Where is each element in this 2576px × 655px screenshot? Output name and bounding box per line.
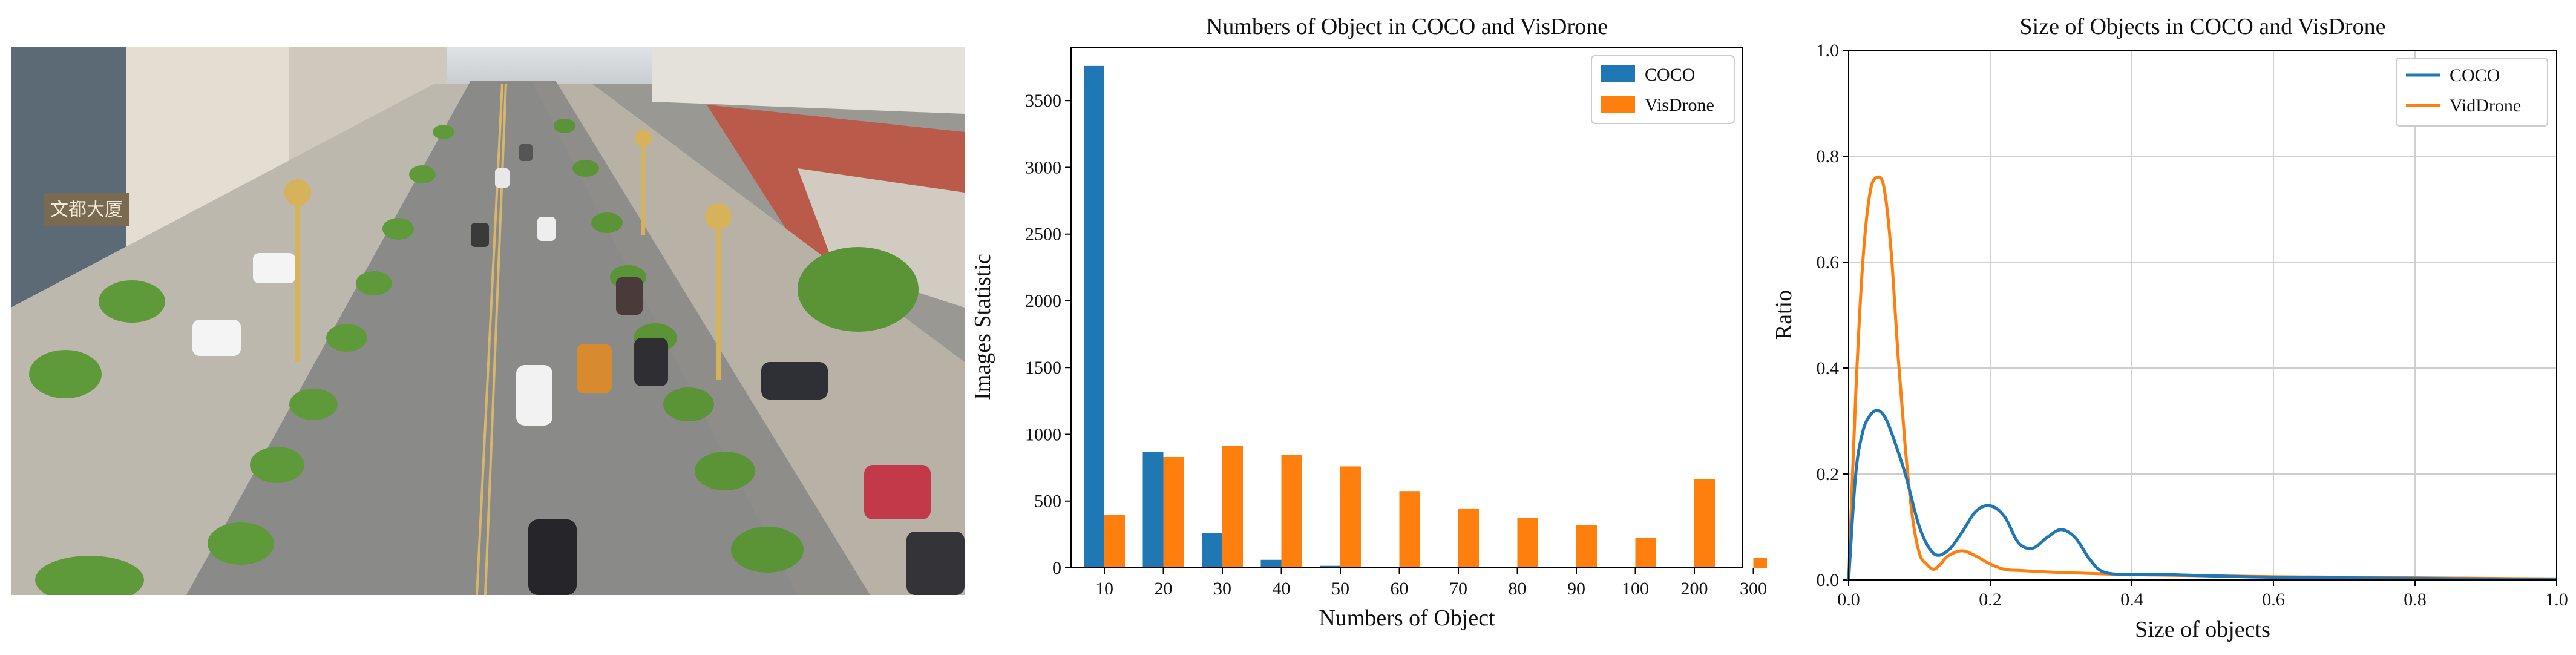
bar-chart-xlabel: Numbers of Object [1319, 605, 1495, 631]
line-chart-xlabel: Size of objects [2135, 617, 2270, 642]
bar-xtick-label: 10 [1095, 579, 1113, 599]
bar-xtick-label: 60 [1391, 579, 1409, 599]
bar-legend-swatch-visdrone [1601, 96, 1635, 113]
cars [192, 144, 965, 595]
bar-coco [1202, 533, 1222, 568]
line-legend-label-viddrone: VidDrone [2450, 96, 2521, 116]
line-ytick-label: 1.0 [1817, 41, 1840, 61]
shop-sign [44, 193, 129, 226]
bar-ytick-label: 500 [1034, 492, 1061, 512]
bar-legend-label-visdrone: VisDrone [1645, 95, 1714, 115]
bar-xtick-label: 50 [1331, 579, 1349, 599]
bar-visdrone [1576, 525, 1597, 568]
bar-coco [1084, 65, 1104, 568]
right-building-grey [798, 168, 965, 308]
bar-visdrone [1399, 491, 1420, 568]
bar-chart-ylabel: Images Statistic [970, 254, 995, 400]
bar-legend-label-coco: COCO [1645, 65, 1695, 85]
bar-visdrone [1694, 479, 1715, 568]
line-ytick-label: 0.6 [1817, 252, 1840, 272]
bar-ytick-label: 2500 [1025, 225, 1061, 245]
line-series-coco [1847, 409, 2557, 581]
bar-visdrone [1281, 455, 1302, 568]
bar-xtick-label: 40 [1273, 579, 1291, 599]
bar-xtick-label: 300 [1740, 579, 1767, 599]
bar-visdrone [1635, 538, 1656, 568]
bar-xtick-label: 20 [1155, 579, 1173, 599]
shop-sign-text: 文都大厦 [50, 200, 123, 220]
line-xtick-label: 0.6 [2262, 590, 2285, 610]
bar-legend: COCO VisDrone [1591, 55, 1735, 124]
line-xtick-label: 0.2 [1979, 590, 2002, 610]
right-tree-row [554, 119, 919, 573]
line-ytick-label: 0.2 [1817, 464, 1840, 484]
left-sidewalk [11, 84, 483, 595]
bar-ytick-label: 3000 [1025, 157, 1061, 177]
left-building-far [289, 47, 447, 162]
bar-ytick-label: 1000 [1025, 424, 1061, 444]
line-ytick-label: 0.8 [1817, 146, 1840, 166]
street-lamps [284, 130, 732, 380]
bar-xtick-label: 70 [1449, 579, 1467, 599]
bar-xtick-label: 80 [1509, 579, 1527, 599]
line-chart-ylabel: Ratio [1771, 290, 1797, 340]
bar-visdrone [1222, 446, 1243, 568]
line-xtick-label: 1.0 [2545, 590, 2568, 610]
bar-chart: Numbers of Object in COCO and VisDrone N… [970, 14, 1774, 631]
bar-xtick-label: 30 [1213, 579, 1231, 599]
left-building-glass [11, 47, 126, 308]
right-sidewalk [543, 84, 965, 595]
bar-ytick-label: 2000 [1025, 291, 1061, 311]
bar-visdrone [1340, 466, 1361, 568]
bar-visdrone [1753, 558, 1774, 568]
line-plot-frame [1848, 50, 2557, 581]
bar-coco [1142, 452, 1164, 568]
bar-visdrone [1517, 518, 1538, 568]
line-chart-title: Size of Objects in COCO and VisDrone [2020, 14, 2386, 39]
road-right-lane [531, 81, 870, 595]
line-ytick-label: 0.4 [1817, 358, 1840, 378]
bar-coco [1260, 559, 1282, 568]
bar-visdrone [1104, 515, 1125, 568]
line-series-viddrone [1847, 175, 2557, 581]
bar-ytick-label: 0 [1052, 558, 1061, 578]
line-xtick-label: 0.4 [2120, 590, 2143, 610]
aerial-street-photo: 文都大厦 [11, 47, 965, 595]
line-legend: COCO VidDrone [2396, 58, 2548, 127]
bar-visdrone [1458, 508, 1479, 568]
line-xtick-label: 0.8 [2404, 590, 2427, 610]
bar-ytick-label: 3500 [1025, 91, 1061, 111]
left-building-white [126, 47, 289, 247]
line-ytick-label: 0.0 [1817, 570, 1840, 590]
bar-visdrone [1163, 456, 1184, 568]
bar-xtick-label: 100 [1622, 579, 1649, 599]
left-tree-row [29, 125, 454, 595]
line-xtick-label: 0.0 [1837, 590, 1860, 610]
line-chart-panel: Size of Objects in COCO and VisDrone Siz… [1767, 0, 2576, 652]
bar-legend-swatch-coco [1601, 65, 1635, 82]
road [186, 81, 798, 595]
bar-plot-frame [1070, 47, 1743, 568]
right-building-white [652, 47, 965, 114]
bar-ytick-label: 1500 [1025, 358, 1061, 378]
bar-chart-panel: Numbers of Object in COCO and VisDrone N… [968, 0, 1774, 652]
line-chart: Size of Objects in COCO and VisDrone Siz… [1771, 14, 2568, 642]
bar-xtick-label: 200 [1681, 579, 1708, 599]
bar-xtick-label: 90 [1567, 579, 1585, 599]
bar-chart-title: Numbers of Object in COCO and VisDrone [1206, 14, 1608, 39]
line-legend-label-coco: COCO [2450, 65, 2500, 85]
bar-coco [1320, 565, 1340, 568]
